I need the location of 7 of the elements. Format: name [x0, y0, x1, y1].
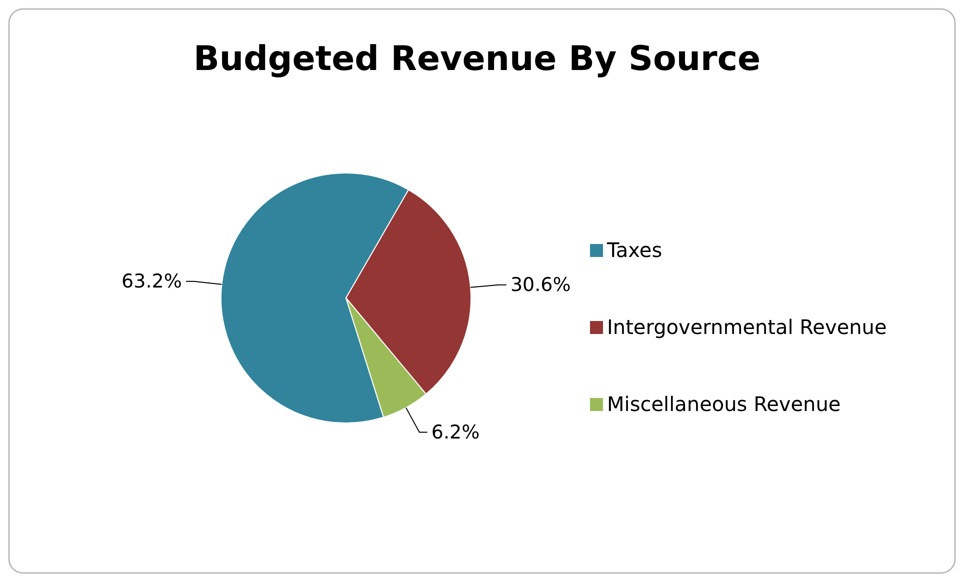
- data-label: 30.6%: [510, 274, 571, 296]
- data-label: 6.2%: [431, 421, 480, 444]
- legend-label: Intergovernmental Revenue: [607, 315, 887, 339]
- legend-label: Miscellaneous Revenue: [607, 392, 841, 416]
- legend-label: Taxes: [606, 238, 662, 262]
- data-label: 63.2%: [122, 270, 182, 292]
- chart-title: Budgeted Revenue By Source: [193, 39, 761, 79]
